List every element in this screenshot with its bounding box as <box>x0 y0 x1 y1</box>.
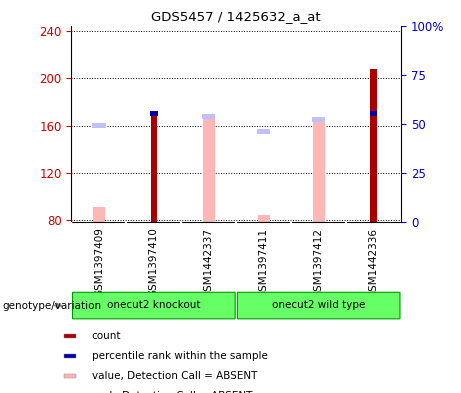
Text: GSM1397412: GSM1397412 <box>313 228 324 298</box>
Text: onecut2 wild type: onecut2 wild type <box>272 300 366 310</box>
Bar <box>203 118 215 222</box>
Bar <box>93 207 105 222</box>
Bar <box>370 69 377 222</box>
Bar <box>370 112 378 116</box>
Text: onecut2 knockout: onecut2 knockout <box>107 300 201 310</box>
Title: GDS5457 / 1425632_a_at: GDS5457 / 1425632_a_at <box>152 10 321 23</box>
Bar <box>258 215 270 222</box>
FancyBboxPatch shape <box>72 292 235 319</box>
Text: rank, Detection Call = ABSENT: rank, Detection Call = ABSENT <box>92 391 252 393</box>
Bar <box>257 129 271 134</box>
Bar <box>92 123 106 128</box>
Text: GSM1397410: GSM1397410 <box>149 228 159 298</box>
Text: value, Detection Call = ABSENT: value, Detection Call = ABSENT <box>92 371 257 381</box>
Text: GSM1397409: GSM1397409 <box>94 228 104 298</box>
Bar <box>151 114 157 222</box>
FancyBboxPatch shape <box>237 292 400 319</box>
Text: count: count <box>92 331 121 341</box>
Bar <box>202 114 215 119</box>
Text: genotype/variation: genotype/variation <box>2 301 101 310</box>
Bar <box>313 121 325 222</box>
Bar <box>64 354 76 358</box>
Text: percentile rank within the sample: percentile rank within the sample <box>92 351 267 361</box>
Bar <box>64 374 76 378</box>
Text: GSM1442337: GSM1442337 <box>204 228 214 298</box>
Bar <box>64 334 76 338</box>
Text: GSM1397411: GSM1397411 <box>259 228 269 298</box>
Bar <box>312 118 325 122</box>
Text: GSM1442336: GSM1442336 <box>369 228 378 298</box>
Bar <box>150 112 158 116</box>
